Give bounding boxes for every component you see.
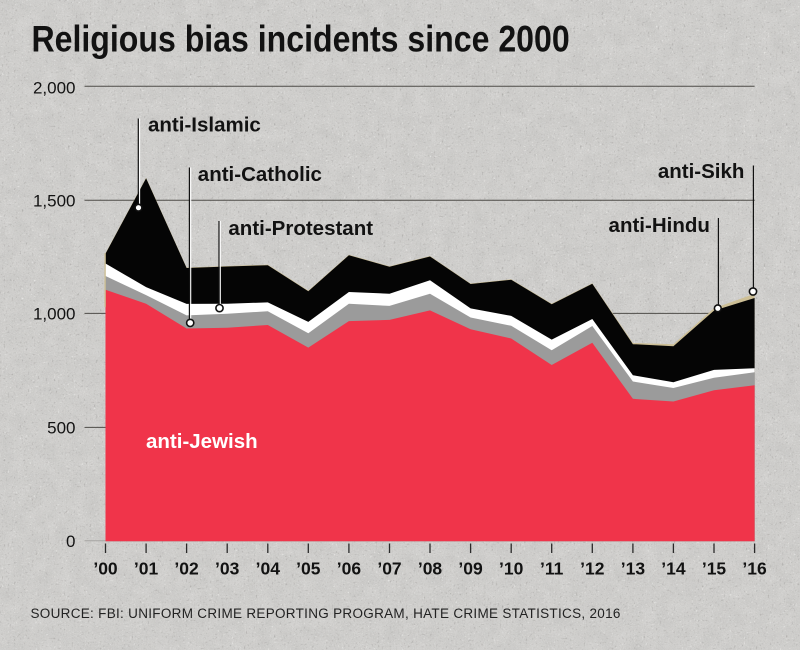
svg-text:SOURCE: FBI: UNIFORM CRIME REP: SOURCE: FBI: UNIFORM CRIME REPORTING PRO… <box>31 606 621 621</box>
svg-text:anti-Catholic: anti-Catholic <box>198 163 322 186</box>
svg-text:’15: ’15 <box>702 559 727 579</box>
svg-text:500: 500 <box>47 419 75 438</box>
svg-text:’06: ’06 <box>337 559 362 579</box>
svg-text:’03: ’03 <box>215 559 240 579</box>
svg-text:anti-Jewish: anti-Jewish <box>146 430 258 453</box>
svg-text:1,000: 1,000 <box>33 305 76 324</box>
svg-text:’05: ’05 <box>296 559 321 579</box>
svg-text:’02: ’02 <box>174 559 199 579</box>
svg-text:’08: ’08 <box>418 559 443 579</box>
svg-text:2,000: 2,000 <box>33 78 76 97</box>
svg-text:0: 0 <box>66 532 75 551</box>
svg-text:’01: ’01 <box>134 559 159 579</box>
svg-text:Religious bias incidents since: Religious bias incidents since 2000 <box>32 19 570 60</box>
svg-text:’07: ’07 <box>377 559 401 579</box>
svg-text:anti-Hindu: anti-Hindu <box>609 214 710 237</box>
svg-text:’16: ’16 <box>742 559 767 579</box>
svg-text:’13: ’13 <box>621 559 646 579</box>
svg-text:anti-Protestant: anti-Protestant <box>228 217 373 240</box>
svg-text:’14: ’14 <box>661 559 686 579</box>
svg-text:’12: ’12 <box>580 559 605 579</box>
svg-text:anti-Islamic: anti-Islamic <box>148 113 261 136</box>
svg-text:’11: ’11 <box>540 559 564 579</box>
svg-text:anti-Sikh: anti-Sikh <box>658 160 745 183</box>
svg-text:’10: ’10 <box>499 559 524 579</box>
svg-text:’04: ’04 <box>256 559 281 579</box>
svg-text:’00: ’00 <box>93 559 118 579</box>
svg-text:’09: ’09 <box>458 559 483 579</box>
svg-text:1,500: 1,500 <box>33 192 76 211</box>
